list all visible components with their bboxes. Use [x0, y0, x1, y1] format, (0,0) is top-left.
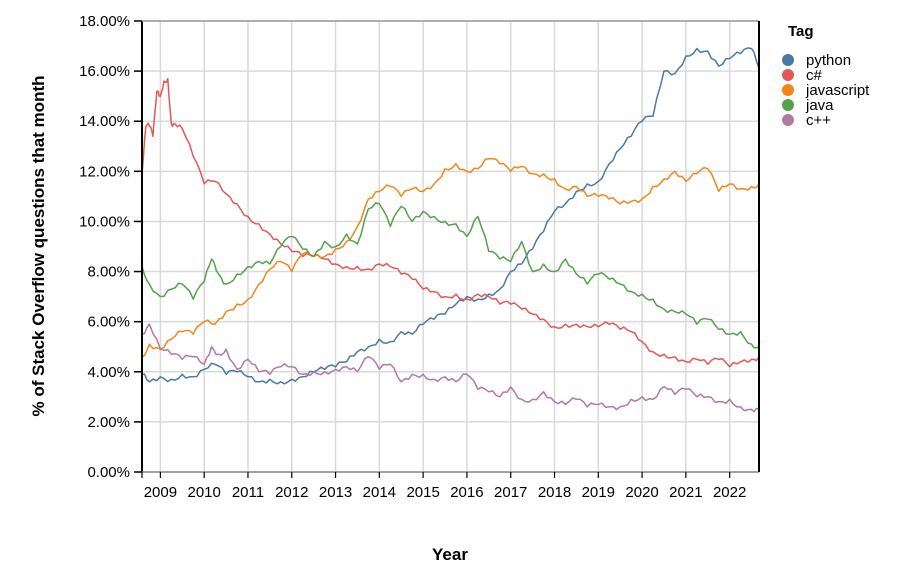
x-tick-label: 2019 [582, 484, 615, 501]
series-line-javascript [141, 158, 760, 358]
x-tick-label: 2017 [494, 484, 527, 501]
y-tick-label: 10.00% [79, 213, 130, 230]
series-line-csharp [141, 77, 760, 368]
legend-swatch-icon [782, 84, 794, 96]
x-tick-label: 2016 [450, 484, 483, 501]
legend-swatch-icon [782, 114, 794, 126]
legend-label: c++ [806, 112, 831, 129]
y-tick-label: 8.00% [87, 264, 130, 281]
series-line-java [141, 202, 760, 349]
legend-item: c++ [782, 112, 831, 129]
x-tick-label: 2015 [406, 484, 439, 501]
y-tick-label: 6.00% [87, 314, 130, 331]
legend-swatch-icon [782, 69, 794, 81]
y-tick-label: 18.00% [79, 13, 130, 30]
y-axis-ticks: 0.00% 2.00% 4.00% 6.00% 8.00% 10.00% 12.00% 14.… [79, 13, 142, 481]
legend-label: java [805, 97, 834, 114]
series-line-python [142, 47, 760, 385]
legend-title: Tag [788, 23, 814, 40]
y-tick-label: 14.00% [79, 113, 130, 130]
gridlines [142, 20, 759, 473]
legend-label: c# [806, 67, 823, 84]
legend-item: python [782, 52, 851, 69]
y-axis-title: % of Stack Overflow questions that month [29, 76, 48, 417]
legend-item: c# [782, 67, 823, 84]
legend-swatch-icon [782, 54, 794, 66]
y-tick-label: 4.00% [87, 364, 130, 381]
x-tick-label: 2020 [625, 484, 658, 501]
x-tick-label: 2022 [713, 484, 746, 501]
x-axis-ticks: 2009 2010 2011 2012 2013 2014 2015 2016 2017 2018… [141, 472, 746, 501]
x-tick-label: 2009 [144, 484, 177, 501]
series-line-cplusplus [141, 323, 760, 413]
x-axis-title: Year [432, 545, 468, 564]
y-tick-label: 0.00% [87, 464, 130, 481]
x-tick-label: 2011 [232, 484, 264, 501]
legend-swatch-icon [782, 99, 794, 111]
x-tick-label: 2010 [187, 484, 220, 501]
x-tick-label: 2014 [363, 484, 396, 501]
y-tick-label: 2.00% [87, 414, 130, 431]
x-tick-label: 2012 [275, 484, 308, 501]
x-tick-label: 2021 [669, 484, 702, 501]
series-lines [141, 47, 760, 413]
y-tick-label: 16.00% [79, 63, 130, 80]
legend-item: javascript [782, 82, 870, 99]
x-tick-label: 2013 [319, 484, 352, 501]
axes [141, 20, 760, 473]
x-tick-label: 2018 [538, 484, 571, 501]
y-tick-label: 12.00% [79, 163, 130, 180]
legend-label: python [806, 52, 851, 69]
legend-item: java [782, 97, 834, 114]
legend-label: javascript [805, 82, 870, 99]
